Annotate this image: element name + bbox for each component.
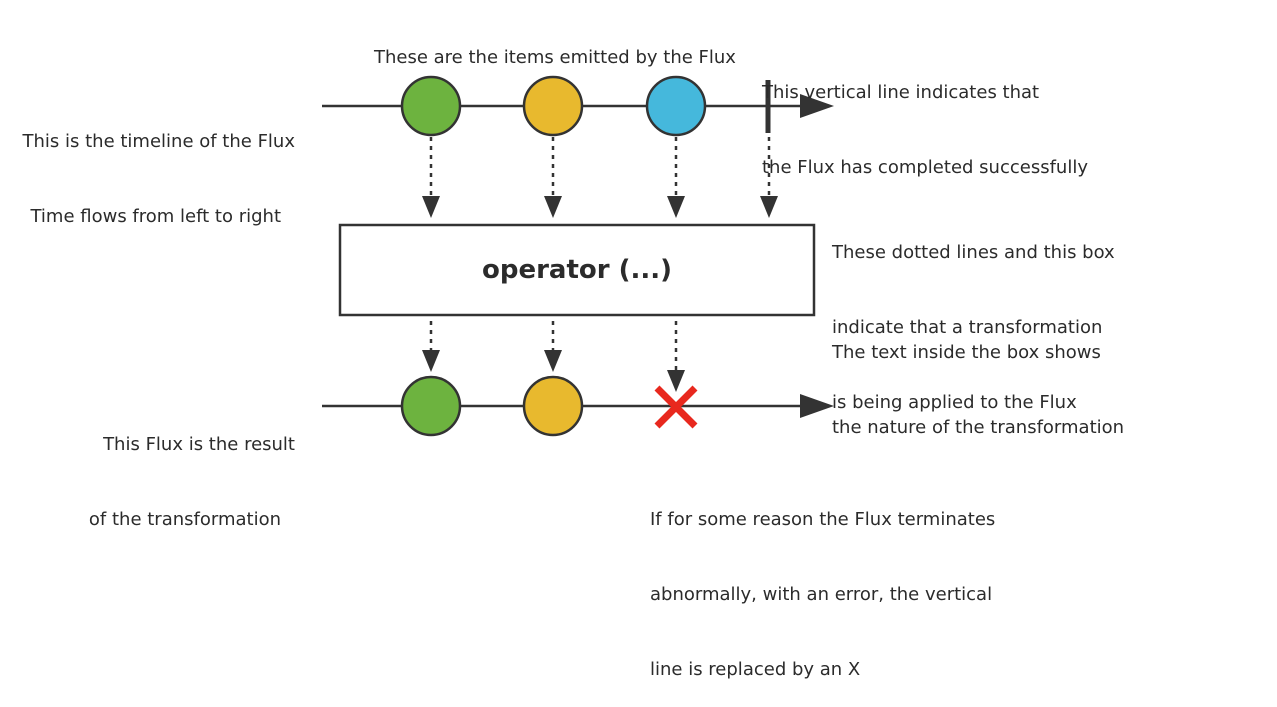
arrow-down-icon xyxy=(544,350,562,372)
connector xyxy=(422,137,440,218)
connector xyxy=(667,321,685,392)
operator-text-annotation: The text inside the box shows the nature… xyxy=(832,290,1124,465)
annotation-line: This is the timeline of the Flux xyxy=(22,131,296,152)
source-items xyxy=(400,75,707,137)
connector xyxy=(544,137,562,218)
yellow-item xyxy=(522,75,584,137)
error-annotation: If for some reason the Flux terminates a… xyxy=(650,457,995,707)
source-timeline-annotation: This is the timeline of the Flux Time fl… xyxy=(23,79,296,254)
result-items xyxy=(400,375,584,437)
marble-diagram xyxy=(322,75,834,437)
annotation-line: These dotted lines and this box xyxy=(832,242,1115,263)
arrow-down-icon xyxy=(544,196,562,218)
annotation-line: the Flux has completed successfully xyxy=(762,157,1088,178)
annotation-line: of the transformation xyxy=(88,509,281,530)
result-timeline xyxy=(322,375,834,437)
annotation-line: The text inside the box shows xyxy=(832,342,1101,363)
arrow-down-icon xyxy=(667,370,685,392)
operator-box xyxy=(338,223,816,317)
annotation-line: is being applied to the Flux xyxy=(832,392,1077,413)
result-timeline-annotation: This Flux is the result of the transform… xyxy=(89,382,295,557)
error-x-icon xyxy=(654,385,698,429)
connector xyxy=(760,137,778,218)
annotation-line: If for some reason the Flux terminates xyxy=(650,509,996,530)
source-to-operator-connectors xyxy=(422,137,778,218)
operator-to-result-connectors xyxy=(422,321,685,392)
arrow-down-icon xyxy=(667,196,685,218)
transformation-annotation: These dotted lines and this box indicate… xyxy=(832,190,1115,440)
yellow-item xyxy=(522,375,584,437)
green-item xyxy=(400,375,462,437)
arrow-down-icon xyxy=(422,196,440,218)
annotation-line: line is replaced by an X xyxy=(650,659,861,680)
annotation-line: Time flows from left to right xyxy=(30,206,281,227)
source-timeline xyxy=(322,75,834,137)
connector xyxy=(667,137,685,218)
operator-label: operator (...) xyxy=(481,255,673,285)
annotation-line: indicate that a transformation xyxy=(832,317,1103,338)
completion-annotation: This vertical line indicates that the Fl… xyxy=(762,30,1088,205)
annotation-line: This Flux is the result xyxy=(103,434,295,455)
arrow-down-icon xyxy=(760,196,778,218)
source-timeline-arrow-icon xyxy=(800,94,834,118)
annotation-line: the nature of the transformation xyxy=(832,417,1125,438)
annotation-line: abnormally, with an error, the vertical xyxy=(650,584,993,605)
connector xyxy=(544,321,562,372)
arrow-down-icon xyxy=(422,350,440,372)
connector xyxy=(422,321,440,372)
items-annotation: These are the items emitted by the Flux xyxy=(374,47,736,68)
green-item xyxy=(400,75,462,137)
blue-item xyxy=(645,75,707,137)
annotation-line: This vertical line indicates that xyxy=(762,82,1040,103)
result-timeline-arrow-icon xyxy=(800,394,834,418)
